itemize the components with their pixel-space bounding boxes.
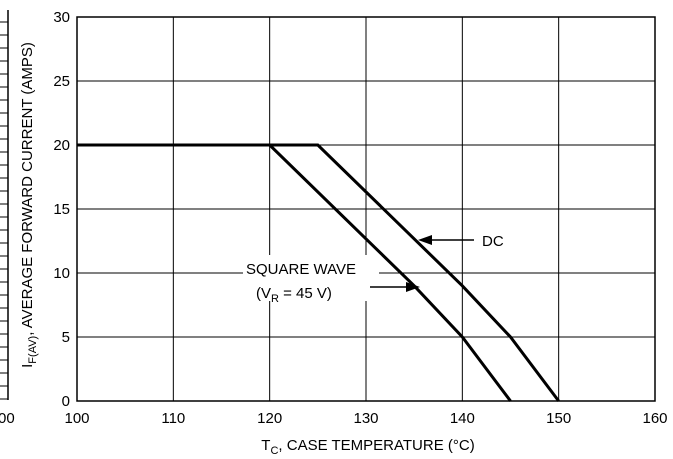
- annotation-dc: DC: [418, 233, 504, 250]
- annotation-square-wave: SQUARE WAVE (VR = 45 V): [243, 255, 420, 305]
- x-tick-label-4: 140: [450, 410, 475, 427]
- vr-rest: = 45 V): [279, 285, 332, 302]
- series-label-dc: DC: [482, 233, 504, 250]
- adjacent-figure-tick-label: 00: [0, 410, 15, 427]
- x-tick-label-6: 160: [642, 410, 667, 427]
- y-axis-label-main: I: [19, 364, 36, 368]
- x-tick-label-1: 110: [161, 410, 185, 427]
- plot-frame: [76, 16, 656, 402]
- y-tick-label-5: 25: [53, 73, 70, 90]
- y-tick-label-3: 15: [53, 201, 70, 218]
- square-wave-condition: (VR = 45 V): [256, 285, 332, 305]
- x-axis-label-main: T: [261, 437, 270, 454]
- y-tick-labels: 0 5 10 15 20 25 30: [53, 9, 70, 410]
- adjacent-figure-fragment: 00: [0, 10, 15, 427]
- x-tick-label-2: 120: [257, 410, 282, 427]
- y-tick-label-1: 5: [62, 329, 70, 346]
- x-axis-label-rest: , CASE TEMPERATURE (°C): [278, 437, 474, 454]
- series-label-square-wave: SQUARE WAVE: [246, 261, 356, 278]
- vr-open: (V: [256, 285, 271, 302]
- y-tick-label-0: 0: [62, 393, 70, 410]
- y-tick-label-4: 20: [53, 137, 70, 154]
- dc-arrow-head: [418, 235, 432, 245]
- y-axis-label: IF(AV), AVERAGE FORWARD CURRENT (AMPS): [19, 42, 39, 368]
- square-wave-arrow-head: [406, 282, 420, 292]
- y-tick-label-6: 30: [53, 9, 70, 26]
- x-axis-label-sub: C: [270, 445, 278, 457]
- grid: [76, 16, 656, 402]
- vr-sub: R: [271, 293, 279, 305]
- y-axis-label-sub: F(AV): [27, 336, 39, 364]
- y-axis-label-rest: , AVERAGE FORWARD CURRENT (AMPS): [19, 42, 36, 336]
- y-tick-label-2: 10: [53, 265, 70, 282]
- x-tick-labels: 100 110 120 130 140 150 160: [64, 410, 667, 427]
- x-axis-label: TC, CASE TEMPERATURE (°C): [261, 437, 474, 457]
- x-tick-label-5: 150: [546, 410, 571, 427]
- x-tick-label-3: 130: [353, 410, 378, 427]
- x-tick-label-0: 100: [64, 410, 89, 427]
